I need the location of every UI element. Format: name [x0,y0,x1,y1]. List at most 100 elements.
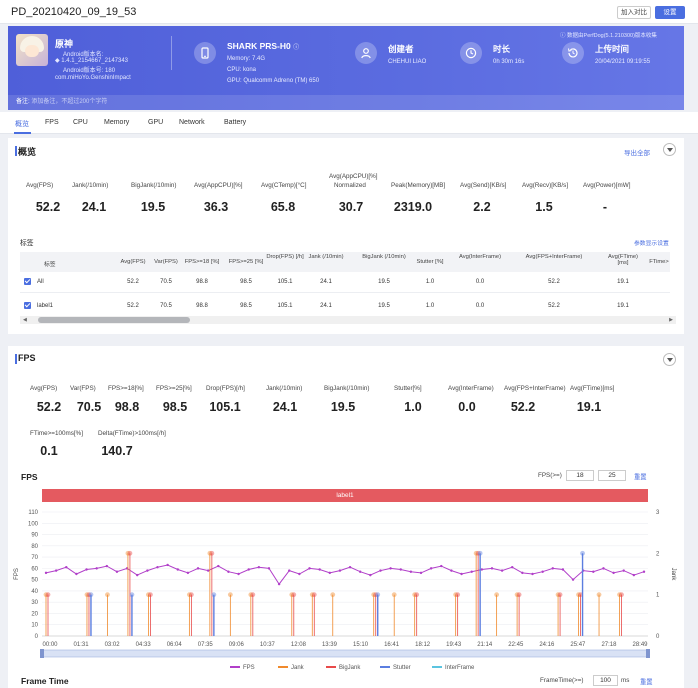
table-cell: 98.5 [240,279,252,285]
tab-network[interactable]: Network [179,119,205,126]
table-cell: 1.0 [425,303,435,309]
frame-time-reset-link[interactable]: 重置 [640,679,653,686]
table-column-header[interactable]: Stutter [%] [416,259,444,265]
stutter-marker [88,592,94,598]
scroll-left-icon[interactable]: ◀ [23,317,27,323]
table-column-header[interactable]: Avg(FTime) [ms] [608,254,638,266]
duration-label: 时长 [493,44,511,54]
table-cell: 52.2 [548,279,560,285]
row-checkbox[interactable] [24,302,31,309]
overview-metric-value: - [602,200,608,214]
scroll-right-icon[interactable]: ▶ [669,317,673,323]
legend-label: FPS [243,665,255,671]
x-tick-label: 28:49 [632,642,648,648]
row-divider [20,292,670,293]
collapse-fps-button[interactable] [663,353,676,366]
fps-threshold-input-2[interactable]: 25 [598,470,626,481]
param-settings-link[interactable]: 参数显示设置 [634,241,669,247]
overview-metric-value: 2319.0 [393,200,433,214]
time-range-slider [41,649,649,658]
bigjank-marker [209,550,215,556]
y-tick-label: 30 [31,600,38,606]
duration-value: 0h 30m 16s [493,59,525,65]
tab-gpu[interactable]: GPU [148,119,164,126]
table-column-header[interactable]: Avg(InterFrame) [458,254,502,260]
bigjank-marker [291,592,297,598]
table-column-header[interactable]: 标签 [44,262,56,268]
jank-marker [617,592,622,598]
table-column-header[interactable]: Drop(FPS) [/h] [266,254,304,260]
remark-field[interactable]: 备注: 添加备注，不超过200个字符 [8,95,684,110]
table-cell: 1.0 [425,279,435,285]
frame-time-filter-label: FrameTime(>=) [540,677,584,684]
scrollbar-thumb[interactable] [38,317,190,323]
fps-metric-value: 19.1 [576,400,602,414]
fps-point [369,573,372,577]
table-column-header[interactable]: Jank (/10min) [308,254,344,260]
fps-point [176,568,179,571]
export-all-link[interactable]: 导出全部 [624,150,650,157]
x-tick-label: 04:33 [136,642,152,648]
table-cell: 70.5 [160,303,172,309]
fps-point [186,571,190,575]
add-to-compare-button[interactable]: 加入对比 [617,6,651,19]
jank-marker [309,592,315,598]
collapse-overview-button[interactable] [663,143,676,156]
fps-point [632,573,636,577]
fps-point [359,570,362,573]
fps-metric-label: FPS>=25[%] [156,385,192,392]
fps-reset-link[interactable]: 重置 [634,474,647,481]
tab-battery[interactable]: Battery [224,119,247,126]
fps-point [298,572,301,576]
fps-threshold-input-1[interactable]: 18 [566,470,594,481]
fps-metric-label: BigJank(/10min) [324,385,370,392]
tab-fps[interactable]: FPS [45,119,59,126]
fps-metric-label: Var(FPS) [70,385,96,392]
fps-point [500,569,504,572]
table-column-header[interactable]: Avg(FPS) [120,259,146,265]
jank-marker [371,592,377,598]
fps-point [419,571,423,575]
fps-point [206,569,210,572]
y-tick-label: 10 [31,623,38,629]
table-horizontal-scrollbar[interactable]: ◀ ▶ [20,316,676,324]
tab-cpu[interactable]: CPU [73,119,88,126]
fps-point [217,564,220,568]
fps-metric-value: 0.1 [40,444,58,458]
fps-metric-label: Avg(FPS+InterFrame) [504,385,566,392]
fps-point [409,570,413,573]
app-version-name: ◆ 1.4.1_2154667_2147343 [55,58,129,64]
overview-metric-label: Avg(AppCPU)[%] [194,182,243,189]
table-column-header[interactable]: FPS>=18 [%] [184,259,220,265]
overview-metric-value: 24.1 [81,200,107,214]
fps-metric-label: Drop(FPS)[/h] [206,385,245,392]
fps-metric-value: 0.0 [458,400,476,414]
tab-overview[interactable]: 概览 [15,121,29,128]
table-column-header[interactable]: BigJank (/10min) [362,254,406,260]
table-column-header[interactable]: FPS>=25 [%] [228,259,264,265]
row-checkbox[interactable] [24,278,31,285]
x-tick-label: 07:35 [198,642,214,648]
y2-tick-label: 1 [656,593,660,599]
overview-metric-label: Peak(Memory)[MB] [391,182,446,189]
fps-metric-label: Delta(FTime)>100ms[/h] [98,430,166,437]
creator-value: CHEHUI LIAO [388,59,427,65]
overview-metric-value: 36.3 [203,200,229,214]
fps-metric-label: FTime>=100ms[%] [30,430,83,437]
fps-point [247,568,250,571]
table-column-header[interactable]: Avg(FPS+InterFrame) [525,254,583,260]
fps-point [267,567,271,570]
fps-point [440,564,443,568]
fps-chart[interactable]: 0 10 20 30 40 50 60 70 80 90 100 110 0 1 2 3 FPS Jank 00:0… [8,506,684,686]
settings-button[interactable]: 设置 [655,6,685,19]
bigjank-marker [557,592,563,598]
table-column-header[interactable]: FTime> [649,259,669,265]
fps-point [571,578,575,581]
fps-point [622,569,625,572]
fps-metric-label: Jank(/10min) [266,385,303,392]
label-range-bar[interactable]: label1 [42,489,648,502]
table-column-header[interactable]: Var(FPS) [154,259,178,265]
frame-time-threshold-input[interactable]: 100 [593,675,618,686]
tab-memory[interactable]: Memory [104,119,130,126]
table-cell: 0.0 [475,279,485,285]
